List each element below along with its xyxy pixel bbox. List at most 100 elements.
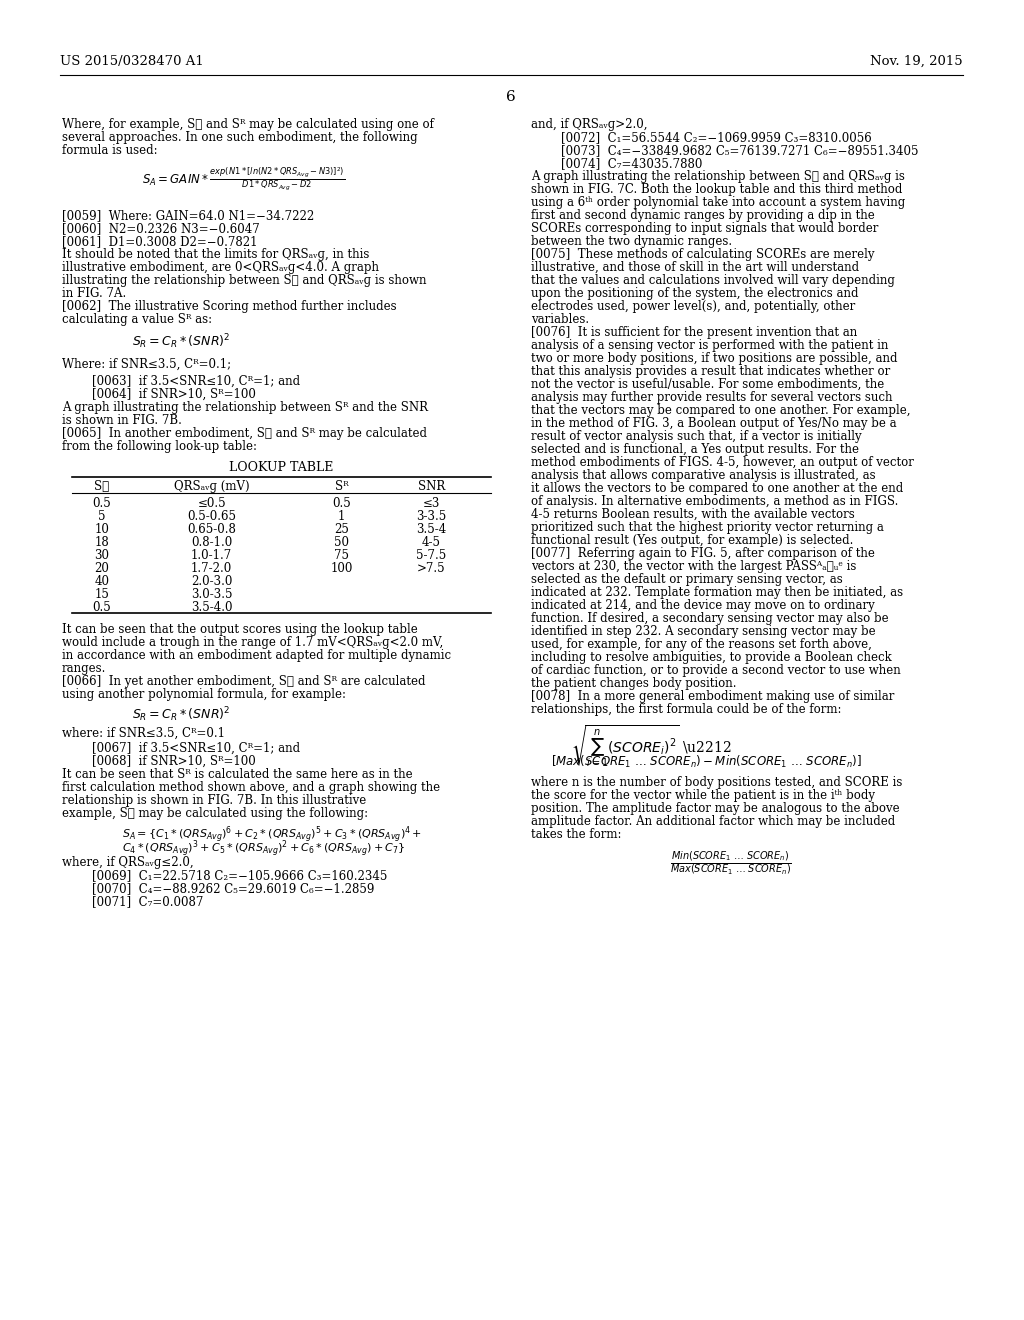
Text: analysis may further provide results for several vectors such: analysis may further provide results for… xyxy=(531,391,893,404)
Text: the score for the vector while the patient is in the iᵗʰ body: the score for the vector while the patie… xyxy=(531,789,876,803)
Text: A graph illustrating the relationship between S⁁ and QRSₐᵥɡ is: A graph illustrating the relationship be… xyxy=(531,170,905,183)
Text: 5-7.5: 5-7.5 xyxy=(416,549,446,562)
Text: 3.5-4: 3.5-4 xyxy=(416,523,446,536)
Text: relationships, the first formula could be of the form:: relationships, the first formula could b… xyxy=(531,704,842,715)
Text: ≤3: ≤3 xyxy=(423,498,440,510)
Text: 2.0-3.0: 2.0-3.0 xyxy=(191,576,232,587)
Text: It should be noted that the limits for QRSₐᵥɡ, in this: It should be noted that the limits for Q… xyxy=(61,248,370,261)
Text: [0061]  D1=0.3008 D2=−0.7821: [0061] D1=0.3008 D2=−0.7821 xyxy=(61,235,257,248)
Text: upon the positioning of the system, the electronics and: upon the positioning of the system, the … xyxy=(531,286,859,300)
Text: formula is used:: formula is used: xyxy=(61,144,158,157)
Text: of analysis. In alternative embodiments, a method as in FIGS.: of analysis. In alternative embodiments,… xyxy=(531,495,898,508)
Text: the patient changes body position.: the patient changes body position. xyxy=(531,677,736,690)
Text: illustrating the relationship between S⁁ and QRSₐᵥɡ is shown: illustrating the relationship between S⁁… xyxy=(61,275,426,286)
Text: would include a trough in the range of 1.7 mV<QRSₐᵥɡ<2.0 mV,: would include a trough in the range of 1… xyxy=(61,636,443,649)
Text: $S_R = C_R * (SNR)^2$: $S_R = C_R * (SNR)^2$ xyxy=(132,333,230,351)
Text: 1: 1 xyxy=(338,510,345,523)
Text: SNR: SNR xyxy=(418,480,445,492)
Text: first and second dynamic ranges by providing a dip in the: first and second dynamic ranges by provi… xyxy=(531,209,874,222)
Text: indicated at 214, and the device may move on to ordinary: indicated at 214, and the device may mov… xyxy=(531,599,874,612)
Text: $S_R = C_R * (SNR)^2$: $S_R = C_R * (SNR)^2$ xyxy=(132,705,230,723)
Text: [0066]  In yet another embodiment, S⁁ and Sᴿ are calculated: [0066] In yet another embodiment, S⁁ and… xyxy=(61,675,425,688)
Text: that this analysis provides a result that indicates whether or: that this analysis provides a result tha… xyxy=(531,366,891,378)
Text: 0.65-0.8: 0.65-0.8 xyxy=(187,523,237,536)
Text: amplitude factor. An additional factor which may be included: amplitude factor. An additional factor w… xyxy=(531,814,895,828)
Text: 18: 18 xyxy=(94,536,110,549)
Text: where: if SNR≤3.5, Cᴿ=0.1: where: if SNR≤3.5, Cᴿ=0.1 xyxy=(61,727,225,741)
Text: that the vectors may be compared to one another. For example,: that the vectors may be compared to one … xyxy=(531,404,910,417)
Text: 5: 5 xyxy=(98,510,105,523)
Text: [0078]  In a more general embodiment making use of similar: [0078] In a more general embodiment maki… xyxy=(531,690,895,704)
Text: [0071]  C₇=0.0087: [0071] C₇=0.0087 xyxy=(92,895,203,908)
Text: 25: 25 xyxy=(334,523,349,536)
Text: result of vector analysis such that, if a vector is initially: result of vector analysis such that, if … xyxy=(531,430,862,444)
Text: is shown in FIG. 7B.: is shown in FIG. 7B. xyxy=(61,414,182,426)
Text: [0076]  It is sufficient for the present invention that an: [0076] It is sufficient for the present … xyxy=(531,326,857,339)
Text: in FIG. 7A.: in FIG. 7A. xyxy=(61,286,126,300)
Text: [0067]  if 3.5<SNR≤10, Cᴿ=1; and: [0067] if 3.5<SNR≤10, Cᴿ=1; and xyxy=(92,742,300,755)
Text: example, S⁁ may be calculated using the following:: example, S⁁ may be calculated using the … xyxy=(61,807,368,820)
Text: US 2015/0328470 A1: US 2015/0328470 A1 xyxy=(60,55,204,69)
Text: selected as the default or primary sensing vector, as: selected as the default or primary sensi… xyxy=(531,573,843,586)
Text: using another polynomial formula, for example:: using another polynomial formula, for ex… xyxy=(61,688,346,701)
Text: two or more body positions, if two positions are possible, and: two or more body positions, if two posit… xyxy=(531,352,898,366)
Text: [0059]  Where: GAIN=64.0 N1=−34.7222: [0059] Where: GAIN=64.0 N1=−34.7222 xyxy=(61,209,314,222)
Text: 20: 20 xyxy=(94,562,110,576)
Text: several approaches. In one such embodiment, the following: several approaches. In one such embodime… xyxy=(61,131,418,144)
Text: $\frac{Min(SCORE_1\ \ldots\ SCORE_n)}{Max(SCORE_1\ \ldots\ SCORE_n)}$: $\frac{Min(SCORE_1\ \ldots\ SCORE_n)}{Ma… xyxy=(670,849,792,876)
Text: 4-5 returns Boolean results, with the available vectors: 4-5 returns Boolean results, with the av… xyxy=(531,508,855,521)
Text: [0064]  if SNR>10, Sᴿ=100: [0064] if SNR>10, Sᴿ=100 xyxy=(92,388,256,401)
Text: prioritized such that the highest priority vector returning a: prioritized such that the highest priori… xyxy=(531,521,884,535)
Text: using a 6ᵗʰ order polynomial take into account a system having: using a 6ᵗʰ order polynomial take into a… xyxy=(531,195,905,209)
Text: analysis of a sensing vector is performed with the patient in: analysis of a sensing vector is performe… xyxy=(531,339,889,352)
Text: SCOREs corresponding to input signals that would border: SCOREs corresponding to input signals th… xyxy=(531,222,879,235)
Text: [0063]  if 3.5<SNR≤10, Cᴿ=1; and: [0063] if 3.5<SNR≤10, Cᴿ=1; and xyxy=(92,375,300,388)
Text: Nov. 19, 2015: Nov. 19, 2015 xyxy=(870,55,963,69)
Text: [0074]  C₇=43035.7880: [0074] C₇=43035.7880 xyxy=(561,157,702,170)
Text: 50: 50 xyxy=(334,536,349,549)
Text: It can be seen that Sᴿ is calculated the same here as in the: It can be seen that Sᴿ is calculated the… xyxy=(61,768,413,781)
Text: [0069]  C₁=22.5718 C₂=−105.9666 C₃=160.2345: [0069] C₁=22.5718 C₂=−105.9666 C₃=160.23… xyxy=(92,869,387,882)
Text: Sᴿ: Sᴿ xyxy=(335,480,348,492)
Text: function. If desired, a secondary sensing vector may also be: function. If desired, a secondary sensin… xyxy=(531,612,889,624)
Text: it allows the vectors to be compared to one another at the end: it allows the vectors to be compared to … xyxy=(531,482,903,495)
Text: 3-3.5: 3-3.5 xyxy=(416,510,446,523)
Text: analysis that allows comparative analysis is illustrated, as: analysis that allows comparative analysi… xyxy=(531,469,876,482)
Text: takes the form:: takes the form: xyxy=(531,828,622,841)
Text: of cardiac function, or to provide a second vector to use when: of cardiac function, or to provide a sec… xyxy=(531,664,901,677)
Text: ≤0.5: ≤0.5 xyxy=(198,498,226,510)
Text: where n is the number of body positions tested, and SCORE is: where n is the number of body positions … xyxy=(531,776,902,789)
Text: where, if QRSₐᵥɡ≤2.0,: where, if QRSₐᵥɡ≤2.0, xyxy=(61,855,194,869)
Text: position. The amplitude factor may be analogous to the above: position. The amplitude factor may be an… xyxy=(531,803,900,814)
Text: QRSₐᵥɡ (mV): QRSₐᵥɡ (mV) xyxy=(174,480,250,492)
Text: indicated at 232. Template formation may then be initiated, as: indicated at 232. Template formation may… xyxy=(531,586,903,599)
Text: Where: if SNR≤3.5, Cᴿ=0.1;: Where: if SNR≤3.5, Cᴿ=0.1; xyxy=(61,358,231,371)
Text: [0065]  In another embodiment, S⁁ and Sᴿ may be calculated: [0065] In another embodiment, S⁁ and Sᴿ … xyxy=(61,426,427,440)
Text: vectors at 230, the vector with the largest PASSᴬₐℓᵤᵉ is: vectors at 230, the vector with the larg… xyxy=(531,560,856,573)
Text: electrodes used, power level(s), and, potentially, other: electrodes used, power level(s), and, po… xyxy=(531,300,855,313)
Text: method embodiments of FIGS. 4-5, however, an output of vector: method embodiments of FIGS. 4-5, however… xyxy=(531,455,914,469)
Text: in accordance with an embodiment adapted for multiple dynamic: in accordance with an embodiment adapted… xyxy=(61,649,451,663)
Text: 0.5: 0.5 xyxy=(332,498,351,510)
Text: identified in step 232. A secondary sensing vector may be: identified in step 232. A secondary sens… xyxy=(531,624,876,638)
Text: in the method of FIG. 3, a Boolean output of Yes/No may be a: in the method of FIG. 3, a Boolean outpu… xyxy=(531,417,897,430)
Text: LOOKUP TABLE: LOOKUP TABLE xyxy=(229,461,334,474)
Text: 40: 40 xyxy=(94,576,110,587)
Text: [0062]  The illustrative Scoring method further includes: [0062] The illustrative Scoring method f… xyxy=(61,300,396,313)
Text: not the vector is useful/usable. For some embodiments, the: not the vector is useful/usable. For som… xyxy=(531,378,885,391)
Text: 15: 15 xyxy=(94,587,110,601)
Text: 0.5: 0.5 xyxy=(92,498,112,510)
Text: S⁁: S⁁ xyxy=(94,480,110,492)
Text: >7.5: >7.5 xyxy=(417,562,445,576)
Text: 4-5: 4-5 xyxy=(422,536,441,549)
Text: A graph illustrating the relationship between Sᴿ and the SNR: A graph illustrating the relationship be… xyxy=(61,401,428,414)
Text: illustrative embodiment, are 0<QRSₐᵥɡ<4.0. A graph: illustrative embodiment, are 0<QRSₐᵥɡ<4.… xyxy=(61,261,379,275)
Text: 0.8-1.0: 0.8-1.0 xyxy=(191,536,232,549)
Text: 3.5-4.0: 3.5-4.0 xyxy=(190,601,232,614)
Text: $\sqrt{\sum_{i=1}^{n}(SCORE_i)^2}$ \u2212: $\sqrt{\sum_{i=1}^{n}(SCORE_i)^2}$ \u221… xyxy=(571,723,731,770)
Text: shown in FIG. 7C. Both the lookup table and this third method: shown in FIG. 7C. Both the lookup table … xyxy=(531,183,902,195)
Text: first calculation method shown above, and a graph showing the: first calculation method shown above, an… xyxy=(61,781,440,795)
Text: $[Max(SCORE_1\ \ldots\ SCORE_n) - Min(SCORE_1\ \ldots\ SCORE_n)]$: $[Max(SCORE_1\ \ldots\ SCORE_n) - Min(SC… xyxy=(551,754,862,770)
Text: 30: 30 xyxy=(94,549,110,562)
Text: 100: 100 xyxy=(331,562,352,576)
